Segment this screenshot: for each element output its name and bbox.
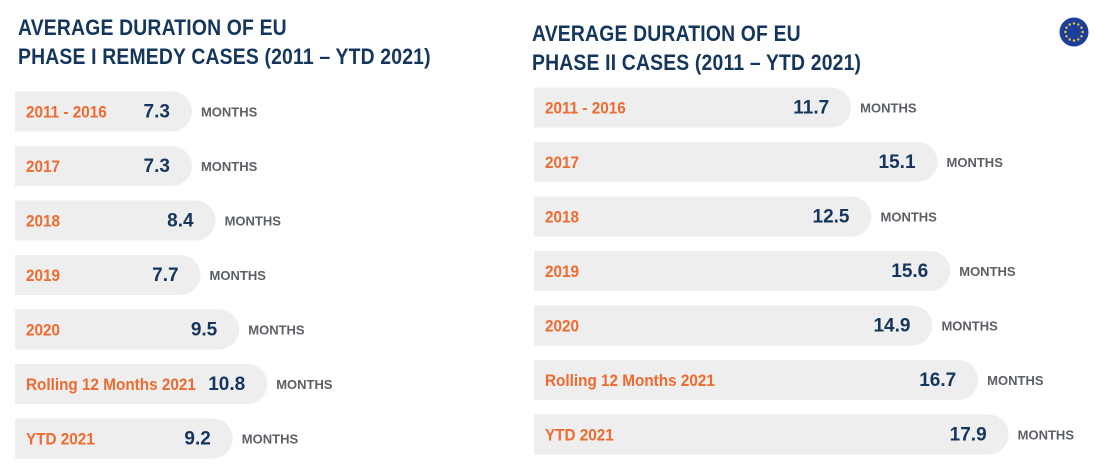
phase-one-category-label: 2019	[26, 266, 60, 285]
eu-flag-icon	[1059, 17, 1089, 47]
phase-one-category-label: 2020	[26, 321, 60, 340]
phase-one-value-label: 10.8	[208, 374, 245, 395]
phase-one-bar	[15, 91, 192, 132]
eu-flag-background	[1059, 17, 1089, 47]
phase-two-value-label: 12.5	[813, 207, 850, 228]
phase-two-category-label: YTD 2021	[545, 426, 614, 445]
phase-one-category-label: 2011 - 2016	[26, 103, 107, 122]
phase-one-value-label: 8.4	[167, 211, 194, 232]
eu-flag-star	[1065, 26, 1068, 29]
phase-two-bar	[534, 87, 852, 128]
phase-one-title-line-2: PHASE I REMEDY CASES (2011 – YTD 2021)	[18, 44, 431, 69]
phase-one-value-label: 7.7	[152, 265, 178, 286]
phase-one-bar	[15, 255, 201, 295]
phase-two-value-label: 17.9	[950, 425, 987, 446]
eu-flag-star	[1068, 38, 1071, 41]
phase-one-unit-label: MONTHS	[201, 159, 258, 174]
phase-two-unit-label: MONTHS	[941, 319, 998, 334]
eu-flag-star	[1072, 39, 1076, 42]
phase-one-unit-label: MONTHS	[201, 105, 258, 120]
phase-two-category-label: 2011 - 2016	[545, 99, 626, 118]
eu-flag-star	[1072, 22, 1076, 25]
eu-flag-star	[1065, 35, 1068, 38]
phase-two-bar	[534, 414, 1009, 455]
phase-two-value-label: 11.7	[793, 98, 829, 119]
phase-two-bar-chart: 2011 - 2016 11.7 MONTHS 2017 15.1 MONTHS 2018 1…	[534, 87, 1075, 455]
phase-two-category-label: 2017	[545, 153, 579, 172]
phase-one-bar	[15, 418, 233, 459]
phase-one-bar	[15, 309, 240, 350]
phase-two-value-label: 15.1	[879, 152, 916, 173]
phase-two-bar	[534, 251, 951, 291]
eu-flag-star	[1068, 23, 1071, 26]
phase-two-value-label: 15.6	[891, 261, 928, 282]
phase-one-category-label: 2018	[26, 212, 60, 231]
phase-one-bar	[15, 200, 216, 241]
phase-two-category-label: 2019	[545, 262, 579, 281]
phase-two-category-label: Rolling 12 Months 2021	[545, 371, 715, 390]
phase-one-value-label: 9.5	[191, 320, 218, 341]
phase-two-category-label: 2018	[545, 208, 579, 227]
phase-two-unit-label: MONTHS	[959, 264, 1016, 279]
phase-one-bar	[15, 364, 268, 404]
eu-flag-star	[1080, 26, 1083, 29]
phase-two-bar	[534, 305, 933, 346]
eu-flag-star	[1081, 30, 1084, 34]
eu-flag-star	[1077, 23, 1080, 26]
phase-two-title-line-2: PHASE II CASES (2011 – YTD 2021)	[532, 50, 862, 75]
phase-one-value-label: 9.2	[184, 429, 210, 450]
phase-one-value-label: 7.3	[144, 102, 170, 123]
phase-one-title-line-1: AVERAGE DURATION OF EU	[18, 15, 287, 40]
phase-one-unit-label: MONTHS	[248, 323, 305, 338]
phase-two-unit-label: MONTHS	[947, 155, 1004, 170]
phase-one-unit-label: MONTHS	[242, 432, 299, 447]
phase-two-bar	[534, 196, 872, 237]
phase-two-value-label: 16.7	[919, 370, 956, 391]
phase-one-category-label: Rolling 12 Months 2021	[26, 375, 196, 394]
phase-two-bar	[534, 142, 938, 182]
phase-one-value-label: 7.3	[144, 156, 170, 177]
phase-two-unit-label: MONTHS	[1018, 428, 1075, 443]
phase-one-category-label: YTD 2021	[26, 430, 95, 449]
phase-one-unit-label: MONTHS	[225, 214, 282, 229]
phase-two-unit-label: MONTHS	[881, 210, 938, 225]
phase-one-bar-chart: 2011 - 2016 7.3 MONTHS 2017 7.3 MONTHS 2018 8.4…	[15, 91, 333, 459]
phase-two-chart-title: AVERAGE DURATION OF EU PHASE II CASES (2…	[532, 19, 861, 77]
phase-one-unit-label: MONTHS	[276, 377, 333, 392]
phase-one-chart-title: AVERAGE DURATION OF EU PHASE I REMEDY CA…	[18, 13, 431, 71]
eu-flag-star	[1080, 35, 1083, 38]
eu-flag-star	[1064, 30, 1067, 34]
phase-two-unit-label: MONTHS	[860, 101, 917, 116]
phase-one-category-label: 2017	[26, 157, 60, 176]
phase-two-bar	[534, 360, 979, 400]
phase-one-bar	[15, 146, 192, 186]
phase-two-unit-label: MONTHS	[987, 373, 1044, 388]
phase-one-unit-label: MONTHS	[210, 268, 267, 283]
eu-flag-star	[1077, 38, 1080, 41]
phase-two-title-line-1: AVERAGE DURATION OF EU	[532, 21, 801, 46]
phase-two-value-label: 14.9	[873, 316, 910, 337]
phase-two-category-label: 2020	[545, 317, 579, 336]
